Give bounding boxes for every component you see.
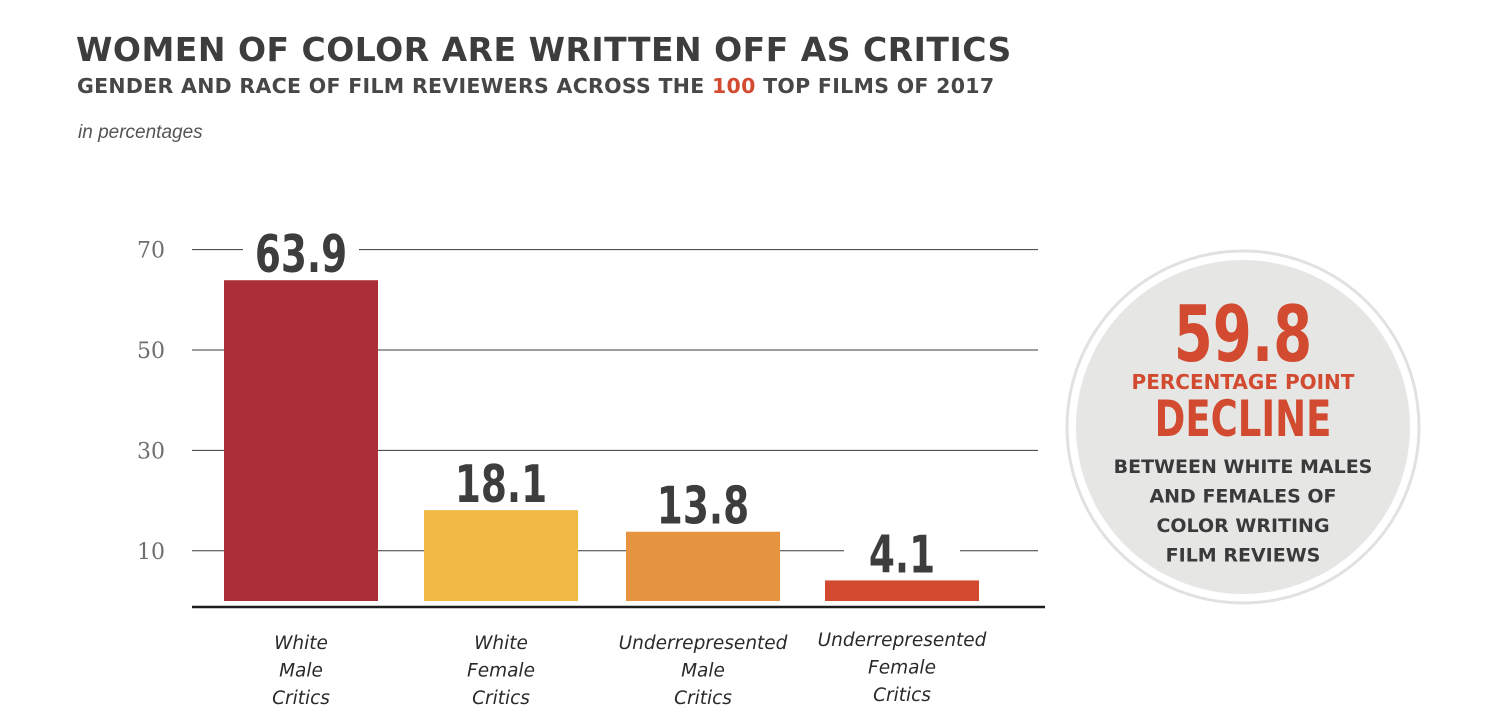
data-label-background — [443, 452, 559, 507]
bar — [224, 280, 378, 601]
data-label-background — [844, 522, 960, 577]
category-label: Female — [467, 661, 535, 682]
subtitle-text-end: TOP FILMS OF 2017 — [755, 74, 995, 98]
category-label: Critics — [674, 688, 732, 709]
bar — [424, 510, 578, 601]
y-tick-label: 10 — [137, 540, 165, 565]
y-tick-label: 50 — [137, 339, 165, 364]
category-label: White — [474, 633, 528, 654]
callout-body-line: COLOR WRITING — [1156, 515, 1329, 537]
category-label: Critics — [272, 688, 330, 709]
category-label: Male — [279, 661, 323, 682]
data-label: 63.9 — [255, 224, 347, 285]
callout-line1: PERCENTAGE POINT — [1132, 370, 1355, 394]
subtitle-highlight: 100 — [711, 74, 756, 98]
y-tick-label: 70 — [137, 239, 165, 264]
data-label-background — [243, 222, 359, 277]
data-label: 13.8 — [657, 476, 749, 537]
callout-value: 59.8 — [1174, 290, 1313, 381]
callout-body-line: AND FEMALES OF — [1149, 486, 1336, 508]
unit-note: in percentages — [78, 122, 203, 143]
callout-circle — [1076, 260, 1410, 594]
category-label: Male — [681, 661, 725, 682]
chart-subtitle: GENDER AND RACE OF FILM REVIEWERS ACROSS… — [77, 74, 994, 98]
chart-title: WOMEN OF COLOR ARE WRITTEN OFF AS CRITIC… — [76, 30, 1012, 69]
data-label: 18.1 — [455, 454, 547, 515]
category-label: Critics — [873, 685, 931, 706]
bar — [825, 580, 979, 601]
data-label: 4.1 — [869, 524, 935, 585]
callout-body-line: FILM REVIEWS — [1166, 545, 1321, 567]
category-label: Female — [868, 658, 936, 679]
category-label: Underrepresented — [619, 633, 788, 654]
data-label-background — [645, 473, 761, 528]
callout-body-line: BETWEEN WHITE MALES — [1114, 456, 1373, 478]
y-tick-label: 30 — [137, 439, 165, 464]
bar — [626, 531, 780, 601]
category-label: Underrepresented — [818, 630, 987, 651]
category-label: White — [274, 633, 328, 654]
callout-line2: DECLINE — [1155, 391, 1332, 449]
category-label: Critics — [472, 688, 530, 709]
subtitle-text-start: GENDER AND RACE OF FILM REVIEWERS ACROSS… — [77, 74, 712, 98]
